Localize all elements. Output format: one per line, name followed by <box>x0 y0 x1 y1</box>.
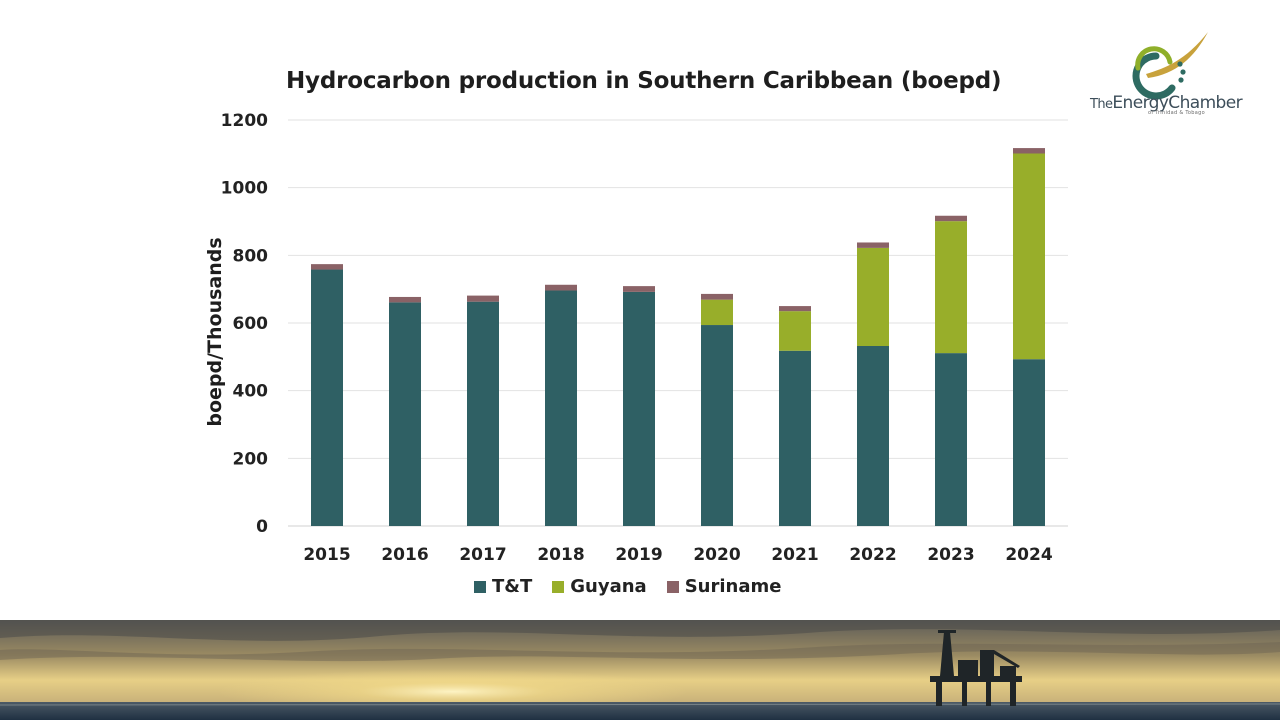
bar-guyana-2022 <box>857 247 889 347</box>
energy-chamber-logo <box>1132 32 1208 100</box>
bar-suriname-2021 <box>779 306 811 312</box>
x-tick-label: 2018 <box>537 545 584 565</box>
bar-t-t-2015 <box>311 269 343 526</box>
bar-t-t-2017 <box>467 301 499 526</box>
legend-item: T&T <box>474 576 532 597</box>
legend-label: Suriname <box>684 576 782 597</box>
y-axis-label: boepd/Thousands <box>204 237 226 426</box>
bar-suriname-2024 <box>1013 148 1045 154</box>
bar-guyana-2023 <box>935 221 967 354</box>
bar-suriname-2016 <box>389 296 421 303</box>
bar-t-t-2024 <box>1013 359 1045 526</box>
legend-swatch <box>666 580 679 593</box>
bar-t-t-2018 <box>545 290 577 526</box>
y-tick-label: 1000 <box>221 179 268 199</box>
bar-suriname-2022 <box>857 242 889 248</box>
x-tick-label: 2022 <box>849 545 896 565</box>
logo-wordmark: TheEnergyChamber <box>1090 93 1243 113</box>
bar-guyana-2024 <box>1013 153 1045 360</box>
x-tick-label: 2016 <box>381 545 428 565</box>
bar-suriname-2019 <box>623 286 655 292</box>
y-axis-ticks: 0 200 400 600 800 1000 1200 <box>221 111 268 537</box>
x-tick-label: 2021 <box>771 545 818 565</box>
bar-guyana-2021 <box>779 311 811 351</box>
y-tick-label: 600 <box>233 314 269 334</box>
bar-t-t-2020 <box>701 325 733 526</box>
legend-item: Guyana <box>552 576 647 597</box>
legend-item: Suriname <box>666 576 782 597</box>
legend-label: Guyana <box>570 576 647 597</box>
x-tick-label: 2015 <box>303 545 350 565</box>
bar-t-t-2021 <box>779 350 811 526</box>
bars <box>311 148 1045 526</box>
sunset-banner-image <box>0 620 1280 720</box>
bar-t-t-2016 <box>389 302 421 526</box>
bar-suriname-2023 <box>935 215 967 222</box>
bar-suriname-2020 <box>701 293 733 300</box>
y-tick-label: 800 <box>233 246 269 266</box>
bar-suriname-2017 <box>467 295 499 302</box>
legend-swatch <box>474 580 486 593</box>
y-tick-label: 1200 <box>221 111 268 131</box>
bar-suriname-2018 <box>545 284 577 291</box>
bar-guyana-2020 <box>701 299 733 326</box>
bar-t-t-2023 <box>935 353 967 526</box>
x-tick-label: 2023 <box>927 545 974 565</box>
bar-t-t-2019 <box>623 291 655 526</box>
x-tick-label: 2020 <box>693 545 740 565</box>
chart-title: Hydrocarbon production in Southern Carib… <box>286 68 1002 94</box>
x-tick-label: 2017 <box>459 545 506 565</box>
x-axis-ticks: 2015 2016 2017 2018 2019 2020 2021 2022 2023 2024 <box>303 545 1052 565</box>
legend: T&T Guyana Suriname <box>474 576 801 597</box>
legend-swatch <box>552 580 565 593</box>
x-tick-label: 2024 <box>1005 545 1052 565</box>
bar-suriname-2015 <box>311 264 343 270</box>
legend-label: T&T <box>492 576 533 597</box>
x-tick-label: 2019 <box>615 545 662 565</box>
bar-t-t-2022 <box>857 346 889 526</box>
y-tick-label: 400 <box>233 382 269 402</box>
logo-tagline: of Trinidad & Tobago <box>1148 110 1205 116</box>
y-tick-label: 200 <box>233 449 269 469</box>
y-tick-label: 0 <box>256 517 268 537</box>
